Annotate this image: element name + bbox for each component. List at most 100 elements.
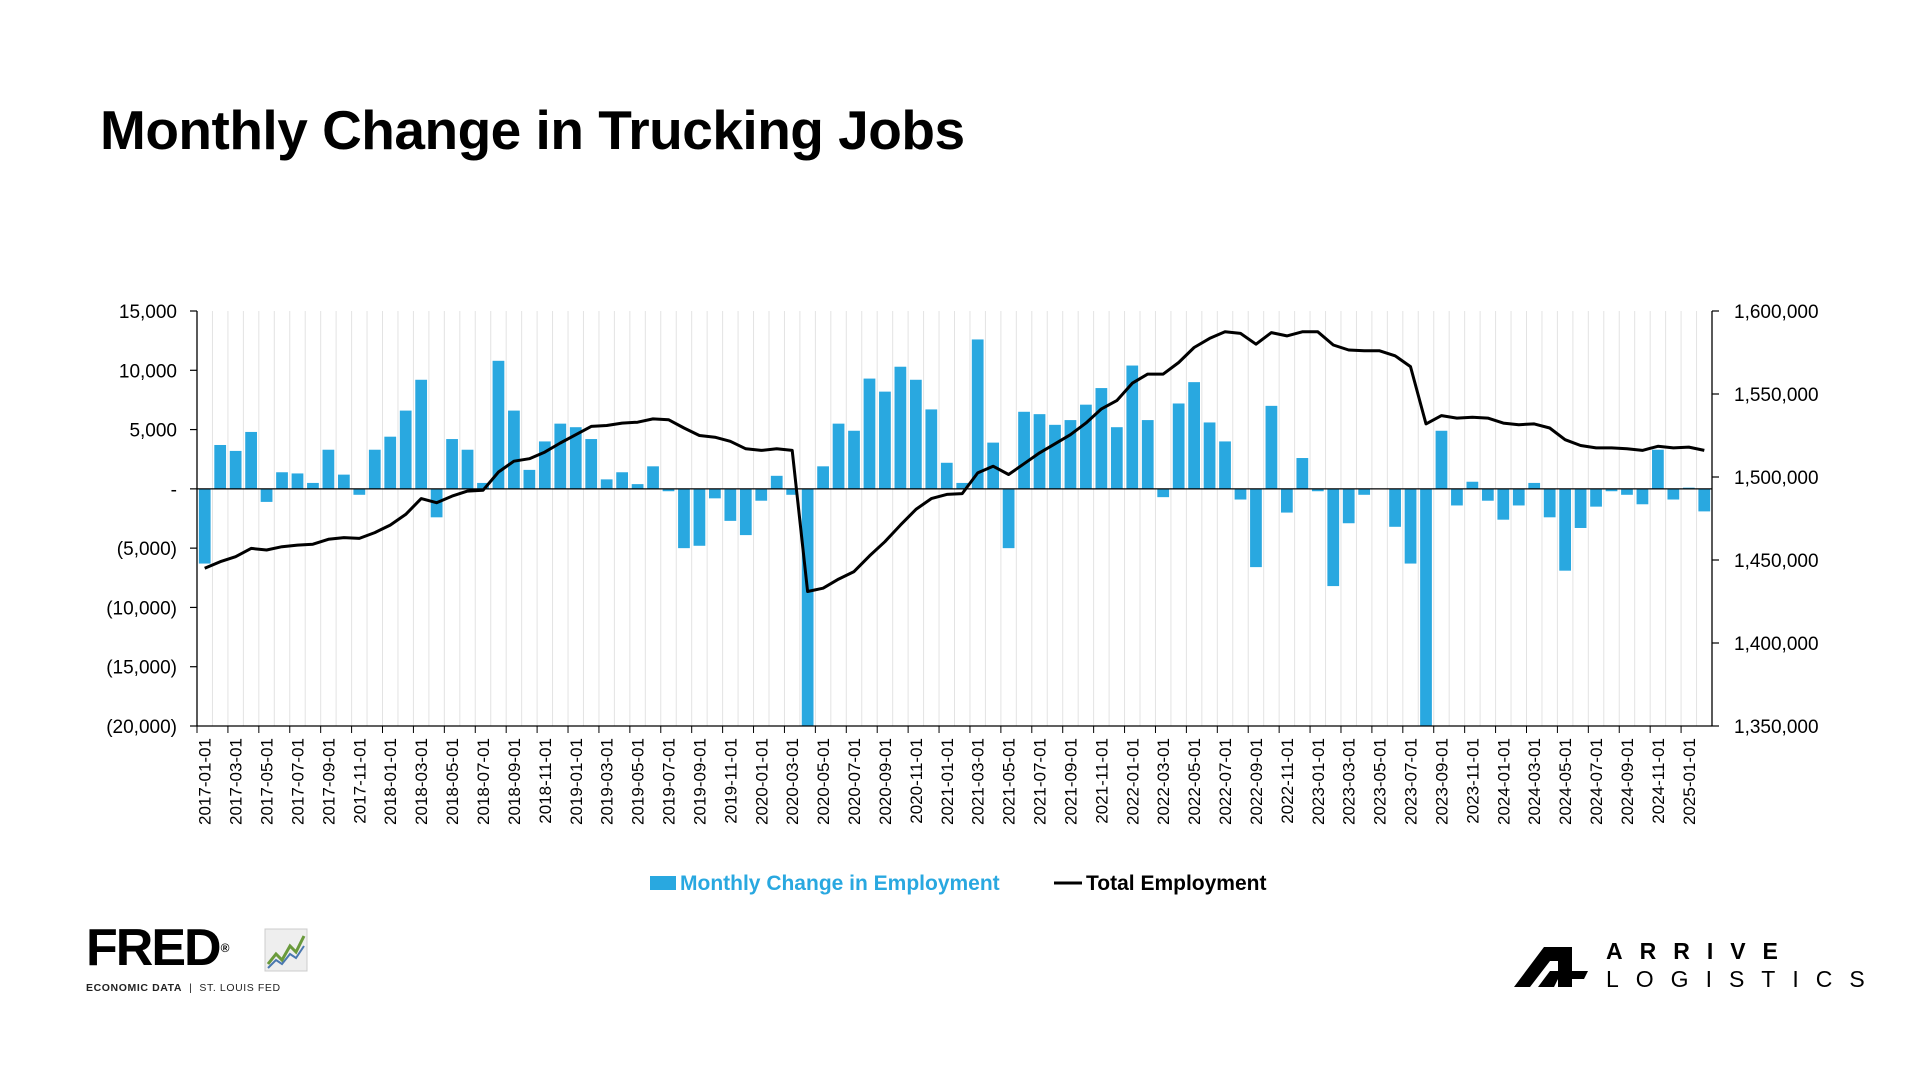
- right-tick-label: 1,600,000: [1734, 302, 1819, 323]
- bar: [724, 488, 737, 521]
- bar: [1049, 424, 1061, 489]
- bar: [569, 427, 582, 489]
- left-tick-label: (15,000): [106, 658, 177, 679]
- right-axis-ticks: 1,600,000 1,550,000 1,500,000 1,450,000 1,40…: [1712, 302, 1819, 738]
- bar: [538, 441, 551, 489]
- legend-label-monthly-change: Monthly Change in Employment: [680, 872, 1000, 895]
- x-tick-label: 2021-07-01: [1031, 738, 1050, 825]
- left-axis-ticks: 15,000 10,000 5,000 - (5,000) (10,000) (15,000…: [106, 302, 197, 738]
- x-tick-label: 2022-11-01: [1278, 738, 1297, 824]
- bar: [755, 488, 768, 501]
- x-tick-label: 2020-05-01: [814, 738, 833, 825]
- right-tick-label: 1,550,000: [1734, 385, 1819, 406]
- bar: [353, 488, 366, 495]
- x-tick-label: 2020-09-01: [876, 738, 895, 825]
- arrive-logistics-logo: ARRIVE LOGISTICS: [1514, 938, 1865, 998]
- fred-sub-left: ECONOMIC DATA: [86, 982, 183, 994]
- bar: [1126, 365, 1139, 489]
- bar: [1466, 481, 1479, 489]
- bar: [1528, 482, 1541, 489]
- bar: [1574, 488, 1587, 528]
- x-tick-label: 2022-01-01: [1123, 738, 1142, 825]
- x-tick-label: 2021-11-01: [1092, 738, 1111, 824]
- x-tick-label: 2017-01-01: [196, 738, 215, 825]
- bar: [662, 488, 675, 492]
- bar: [1080, 404, 1092, 489]
- bar: [1002, 488, 1015, 549]
- x-tick-label: 2017-03-01: [227, 738, 246, 825]
- bar: [1203, 422, 1216, 489]
- fred-wordmark: FRED®: [86, 922, 230, 974]
- x-tick-label: 2018-09-01: [505, 738, 524, 825]
- left-tick-label: 10,000: [119, 361, 177, 382]
- bar: [956, 482, 969, 489]
- vertical-grid: [196, 311, 1713, 726]
- bar: [1265, 405, 1278, 489]
- x-tick-label: 2017-09-01: [319, 738, 338, 825]
- x-tick-label: 2022-03-01: [1154, 738, 1173, 825]
- bar: [709, 488, 721, 499]
- x-tick-label: 2025-01-01: [1680, 738, 1699, 825]
- right-tick-label: 1,400,000: [1734, 634, 1819, 655]
- x-tick-label: 2023-01-01: [1309, 738, 1328, 825]
- x-tick-label: 2020-07-01: [845, 738, 864, 825]
- bar: [693, 488, 706, 546]
- bar: [894, 366, 907, 489]
- bar: [647, 466, 659, 489]
- right-tick-label: 1,350,000: [1734, 717, 1819, 738]
- x-tick-label: 2023-07-01: [1402, 738, 1421, 825]
- bar: [1698, 488, 1711, 512]
- x-tick-label: 2018-07-01: [474, 738, 493, 825]
- bar: [1404, 488, 1417, 564]
- bar: [1559, 488, 1572, 571]
- bar: [307, 482, 319, 489]
- chart-title: Monthly Change in Trucking Jobs: [100, 99, 965, 161]
- bar: [446, 439, 458, 489]
- bar: [678, 488, 690, 549]
- bar: [817, 466, 829, 489]
- right-tick-label: 1,500,000: [1734, 468, 1819, 489]
- bar: [1095, 388, 1108, 489]
- bar: [322, 449, 335, 489]
- bar: [492, 360, 505, 489]
- bar: [1110, 427, 1123, 489]
- x-tick-label: 2022-05-01: [1185, 738, 1204, 825]
- x-tick-label: 2019-01-01: [567, 738, 586, 825]
- fred-subtitle: ECONOMIC DATA | ST. LOUIS FED: [86, 982, 281, 994]
- x-tick-label: 2020-11-01: [907, 738, 926, 824]
- bar: [198, 488, 211, 564]
- bar: [879, 391, 891, 489]
- bar: [1280, 488, 1293, 513]
- bar: [909, 379, 922, 489]
- x-tick-label: 2019-07-01: [660, 738, 679, 825]
- bar: [1667, 488, 1680, 500]
- bar: [276, 472, 288, 489]
- bar: [1497, 488, 1510, 520]
- bar: [1250, 488, 1262, 568]
- bar: [616, 472, 629, 489]
- bar: [229, 450, 242, 489]
- bar: [1296, 458, 1309, 489]
- bar: [631, 484, 644, 489]
- bar: [1420, 488, 1432, 726]
- bar: [786, 488, 799, 495]
- bar: [1512, 488, 1525, 506]
- bar: [585, 439, 598, 489]
- bar: [1435, 430, 1448, 489]
- bar: [739, 488, 752, 536]
- x-tick-label: 2023-05-01: [1371, 738, 1390, 825]
- bar: [260, 488, 273, 502]
- bar: [477, 482, 489, 489]
- bar: [1543, 488, 1556, 518]
- bar: [1451, 488, 1463, 506]
- fred-registered: ®: [220, 941, 230, 955]
- bar: [1234, 488, 1247, 500]
- x-tick-label: 2021-03-01: [969, 738, 988, 825]
- bar: [863, 378, 876, 489]
- x-tick-label: 2022-09-01: [1247, 738, 1266, 825]
- left-tick-label: (5,000): [117, 539, 177, 560]
- x-tick-label: 2024-05-01: [1556, 738, 1575, 825]
- bar: [925, 409, 938, 489]
- legend-swatch-bar: [650, 876, 676, 890]
- bar: [1327, 488, 1340, 587]
